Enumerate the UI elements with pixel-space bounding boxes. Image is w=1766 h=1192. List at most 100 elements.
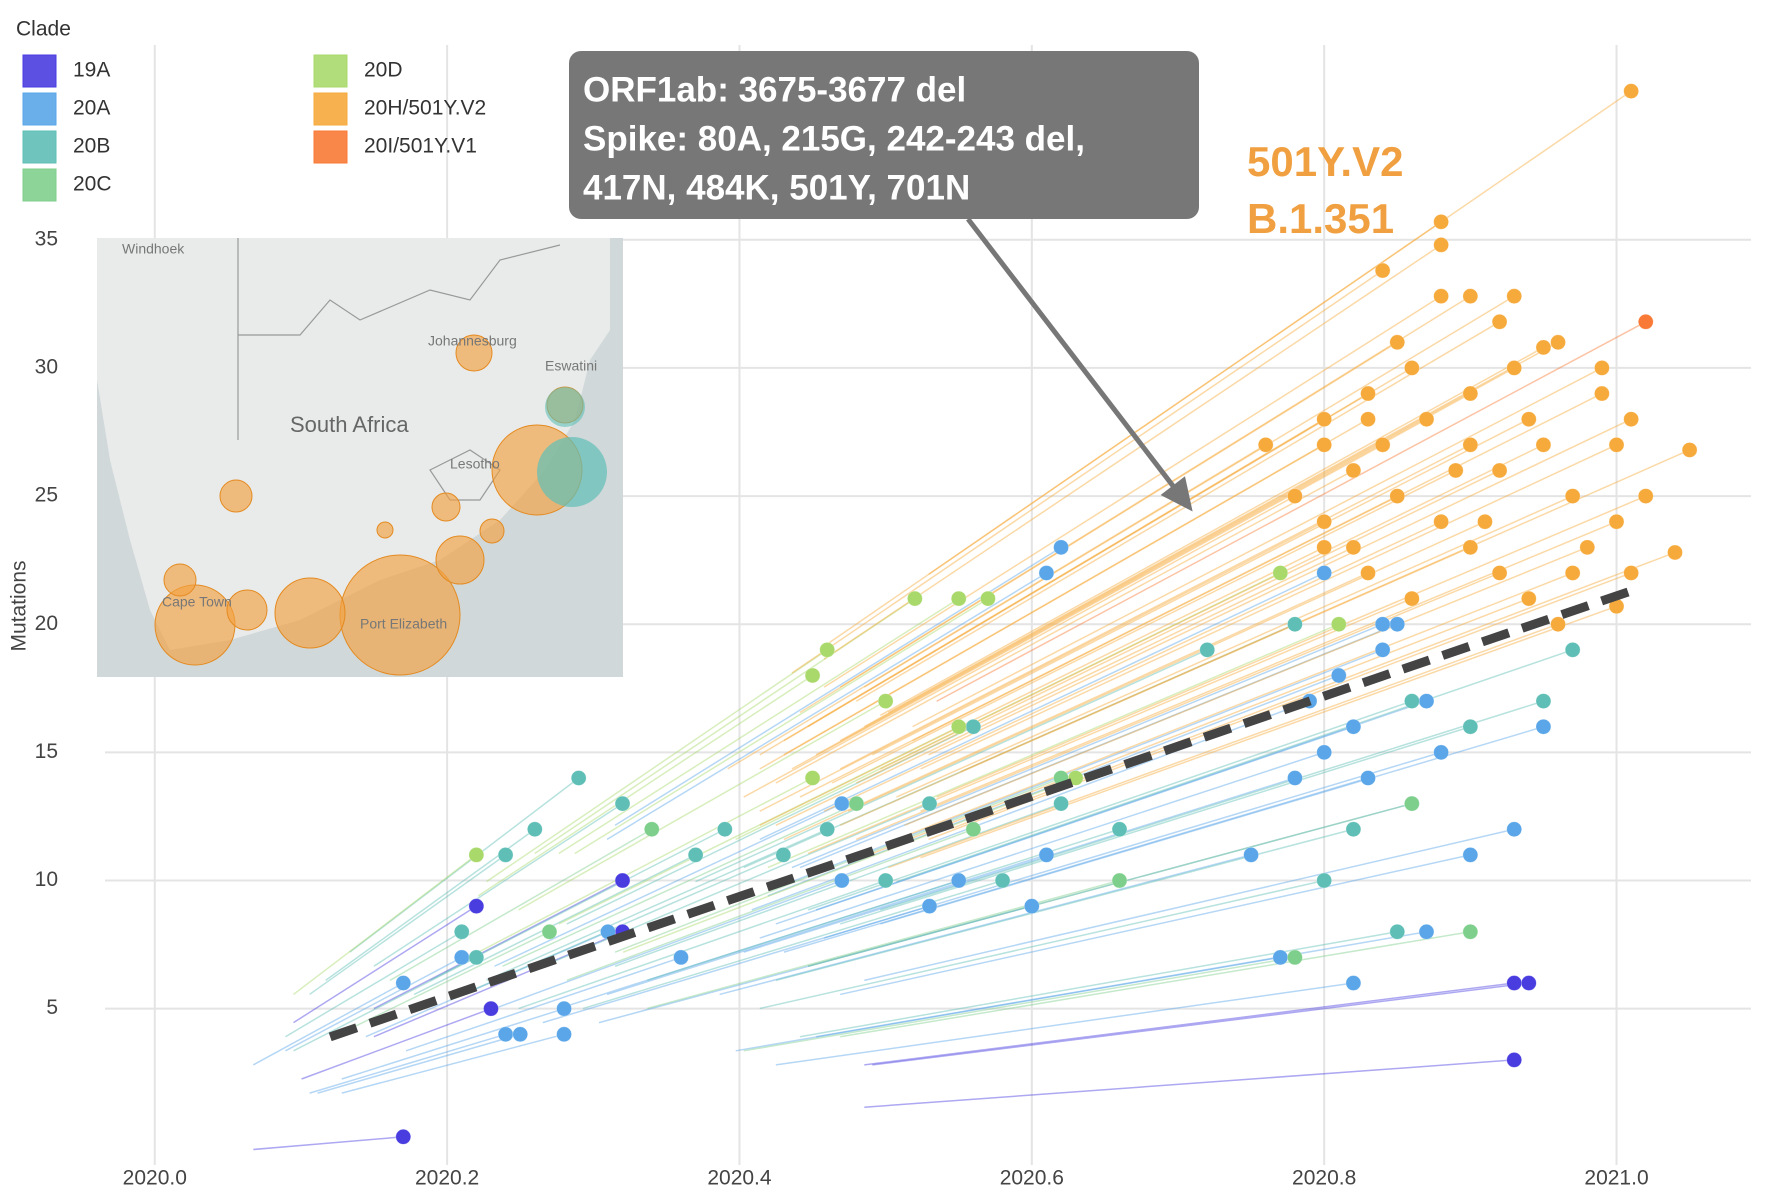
branch xyxy=(695,649,1208,883)
branch xyxy=(759,444,1325,770)
x-tick-label: 2020.0 xyxy=(123,1167,187,1190)
branch xyxy=(807,597,1413,855)
trend-line xyxy=(328,586,1633,1042)
point xyxy=(1345,821,1362,838)
branch xyxy=(799,495,1398,798)
annotation-box xyxy=(569,51,1199,219)
branch xyxy=(880,726,1544,925)
point xyxy=(614,795,631,812)
point xyxy=(1564,565,1581,581)
branch xyxy=(614,777,1062,953)
clade-label: B.1.351 xyxy=(1247,195,1394,242)
branch xyxy=(823,295,1442,688)
branch xyxy=(839,546,1471,826)
branch xyxy=(864,982,1515,1066)
point xyxy=(1316,539,1332,556)
map-bubble xyxy=(455,334,493,372)
point xyxy=(644,821,660,838)
branch xyxy=(775,726,1354,925)
branch xyxy=(815,418,1427,756)
legend-label: 20I/501Y.V1 xyxy=(364,135,477,158)
branch xyxy=(855,572,1500,841)
point xyxy=(1594,385,1610,402)
branch xyxy=(518,700,887,911)
point xyxy=(1535,437,1552,453)
point xyxy=(1477,513,1493,530)
branch xyxy=(759,521,1325,812)
branch xyxy=(807,367,1413,728)
point xyxy=(804,667,821,684)
point xyxy=(1389,488,1406,504)
branch xyxy=(864,828,1515,982)
map-inset: Windhoek Johannesburg Eswatini South Afr… xyxy=(97,238,623,677)
point xyxy=(1374,642,1391,658)
branch xyxy=(735,956,1281,1052)
point xyxy=(1433,237,1449,253)
x-tick-label: 2020.4 xyxy=(707,1167,772,1190)
point xyxy=(1447,462,1464,479)
point xyxy=(1316,744,1332,761)
branch xyxy=(936,495,1647,798)
map-bubble xyxy=(219,479,253,513)
point xyxy=(1316,565,1332,581)
branch xyxy=(855,321,1500,702)
point xyxy=(1272,565,1289,581)
x-tick-label: 2020.8 xyxy=(1292,1167,1356,1190)
point xyxy=(527,821,543,838)
point xyxy=(1038,565,1055,581)
legend: 19A 20A 20B 20C 20D 20H/501Y.V2 20I/501Y.V1 xyxy=(22,54,486,202)
branch xyxy=(558,597,960,855)
branch xyxy=(285,931,463,1038)
point xyxy=(1491,314,1508,330)
legend-label: 20A xyxy=(73,97,110,120)
branch xyxy=(839,295,1471,688)
point xyxy=(1462,288,1479,304)
branch xyxy=(839,726,1471,925)
branch xyxy=(317,1033,521,1094)
branch xyxy=(743,777,1296,953)
map-bubble xyxy=(479,518,505,544)
branch xyxy=(341,1007,565,1080)
point xyxy=(1506,975,1522,991)
point xyxy=(1564,642,1581,658)
point xyxy=(395,975,412,991)
branch xyxy=(486,828,828,982)
branch xyxy=(783,777,1369,953)
point xyxy=(1053,539,1069,556)
legend-title: Clade xyxy=(16,18,71,41)
branch xyxy=(840,931,1471,1038)
point xyxy=(950,718,967,735)
branch xyxy=(912,367,1603,728)
point xyxy=(1535,339,1552,356)
y-axis-label: Mutations xyxy=(8,560,31,651)
point xyxy=(1272,949,1289,966)
point xyxy=(512,1026,528,1043)
branch xyxy=(896,649,1573,883)
map-bubble xyxy=(431,492,461,522)
points xyxy=(328,83,1698,1145)
point xyxy=(804,770,821,786)
branch xyxy=(759,751,1325,939)
annotation-text: Spike: 80A, 215G, 242-243 del, xyxy=(583,119,1085,158)
legend-label: 19A xyxy=(73,59,110,82)
branch xyxy=(494,879,843,1010)
point xyxy=(1374,437,1391,453)
map-bubble xyxy=(274,577,346,649)
y-tick-label: 25 xyxy=(35,484,58,507)
branches xyxy=(252,90,1690,1151)
branch xyxy=(912,392,1603,742)
map-label: Windhoek xyxy=(122,241,185,257)
branch xyxy=(936,321,1647,702)
point xyxy=(994,872,1011,889)
point xyxy=(541,924,558,940)
branch xyxy=(365,931,609,1038)
branch xyxy=(759,572,1325,841)
x-tick-label: 2020.6 xyxy=(1000,1167,1064,1190)
point xyxy=(1638,314,1654,330)
annotation-arrow xyxy=(966,217,1183,498)
branch xyxy=(791,623,1383,869)
y-tick-label: 5 xyxy=(46,996,58,1019)
branch xyxy=(719,854,1252,996)
point xyxy=(556,1000,572,1017)
branch xyxy=(888,341,1559,714)
